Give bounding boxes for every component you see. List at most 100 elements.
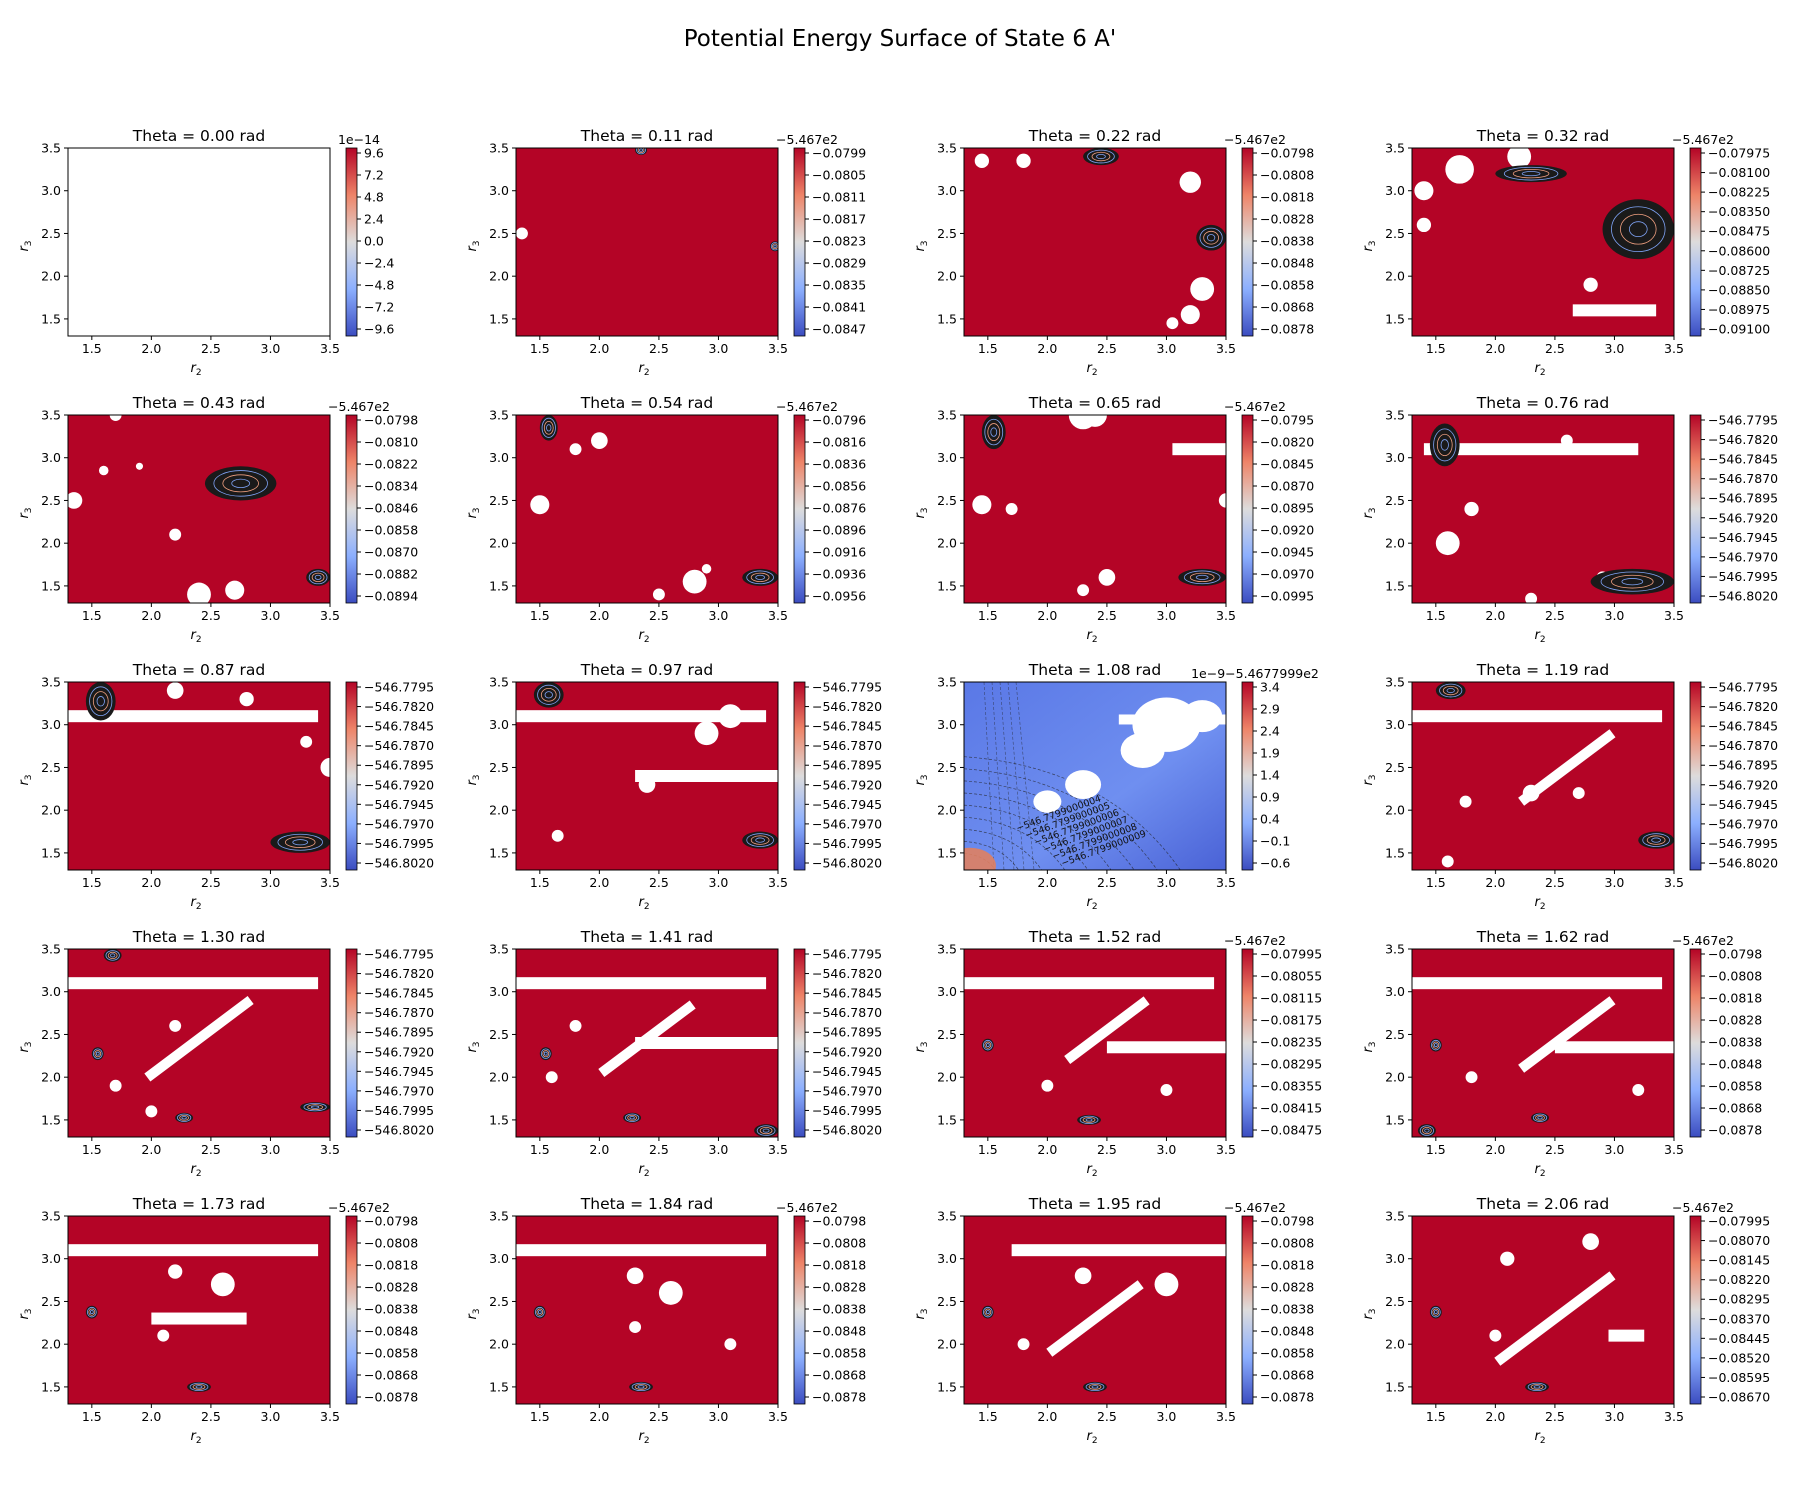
y-tick-label: 3.5 (489, 408, 509, 423)
x-axis-label: r2 (190, 1162, 201, 1179)
y-tick-label: 2.5 (937, 760, 957, 775)
colorbar-tick-label: −0.08295 (1708, 1292, 1770, 1307)
y-tick-label: 1.5 (1385, 845, 1405, 860)
masked-region (1005, 503, 1018, 515)
y-tick-label: 1.5 (489, 845, 509, 860)
contour-ring (750, 572, 770, 583)
y-tick-label: 2.5 (489, 1027, 509, 1042)
colorbar-tick-label: −0.0828 (364, 1280, 418, 1295)
plot-area (516, 148, 778, 336)
x-axis-label: r2 (1534, 895, 1545, 912)
colorbar-tick-label: −0.0820 (1260, 435, 1314, 450)
subplot-9: 1.5 2.0 2.5 3.0 3.5 1.5 2.0 2.5 3.0 3.5 r2 r3 Theta … (465, 661, 882, 912)
contour-cluster (1495, 165, 1567, 183)
contour-ring (755, 574, 766, 580)
x-axis-label: r2 (638, 1162, 649, 1179)
colorbar-tick-label: −0.0808 (812, 1236, 866, 1251)
x-axis-label: r2 (1534, 628, 1545, 645)
y-axis-label: r3 (913, 507, 930, 518)
subplot-title: Theta = 2.06 rad (1476, 1195, 1609, 1213)
colorbar-tick-label: −0.08670 (1708, 1390, 1770, 1405)
plot-area: −546.7799000004−546.7799000005−546.77990… (964, 682, 1226, 870)
y-tick-label: 2.0 (1385, 803, 1405, 818)
contour-ring (89, 1310, 94, 1315)
colorbar-tick-label: −0.08475 (1260, 1123, 1322, 1138)
subplot-title: Theta = 0.76 rad (1476, 394, 1609, 412)
masked-region (1435, 531, 1460, 556)
x-tick-label: 2.5 (1097, 1142, 1117, 1157)
contour-ring (1446, 688, 1455, 694)
contour-line (964, 816, 1066, 870)
y-tick-label: 2.0 (41, 803, 61, 818)
axes-frame (515, 414, 779, 604)
colorbar-tick-label: −0.0845 (1260, 457, 1314, 472)
contour-ring (631, 1382, 651, 1392)
y-tick-label: 1.5 (1385, 578, 1405, 593)
colorbar (1689, 414, 1702, 604)
contour-ring (311, 572, 325, 583)
masked-region (1218, 493, 1226, 508)
contour-ring (110, 953, 116, 958)
y-tick-label: 3.5 (1385, 1209, 1405, 1224)
colorbar-tick-label: −546.7945 (364, 1064, 434, 1079)
colorbar (345, 948, 358, 1138)
x-tick-label: 3.0 (709, 341, 729, 356)
contour-ring (1085, 1118, 1093, 1122)
contour-ring (755, 837, 766, 843)
contour-ring (89, 686, 113, 717)
y-axis-label: r3 (465, 774, 482, 785)
masked-region (98, 465, 109, 476)
colorbar-tick-label: −0.07995 (1708, 1214, 1770, 1229)
contour-cluster (1602, 199, 1674, 260)
plot-area (516, 949, 778, 1137)
contour-ring (92, 691, 109, 712)
contour-ring (773, 244, 777, 248)
colorbar-tick-label: −0.08975 (1708, 302, 1770, 317)
colorbar-tick-label: −546.7870 (812, 1005, 882, 1020)
masked-band (635, 1037, 778, 1049)
masked-region (157, 1329, 170, 1342)
colorbar-tick-label: 2.9 (1260, 702, 1280, 717)
x-tick-label: 2.5 (649, 1142, 669, 1157)
subplot-17: 1.5 2.0 2.5 3.0 3.5 1.5 2.0 2.5 3.0 3.5 r2 r3 Theta … (465, 1195, 866, 1446)
contour-line (1015, 682, 1035, 870)
x-axis-label: r2 (1534, 1162, 1545, 1179)
contour-ring (984, 1308, 992, 1316)
colorbar (793, 948, 806, 1138)
y-tick-label: 2.0 (937, 269, 957, 284)
x-tick-label: 1.5 (82, 608, 102, 623)
colorbar-tick-label: −0.0868 (1260, 300, 1314, 315)
masked-band (1518, 996, 1616, 1073)
plot-area (68, 415, 330, 603)
contour-ring (984, 418, 1004, 446)
y-tick-label: 2.5 (1385, 226, 1405, 241)
x-tick-label: 3.5 (320, 341, 340, 356)
masked-band (1118, 714, 1226, 725)
plot-area (964, 415, 1226, 603)
subplot-1: 1.5 2.0 2.5 3.0 3.5 1.5 2.0 2.5 3.0 3.5 r2 r3 Theta … (465, 127, 866, 378)
colorbar-tick-label: 0.0 (364, 234, 384, 249)
colorbar-tick-label: −0.0808 (1260, 1236, 1314, 1251)
contour-cluster (1178, 568, 1226, 586)
masked-region (1582, 1233, 1599, 1250)
subplot-10: −546.7799000004−546.7799000005−546.77990… (913, 661, 1319, 912)
contour-ring (1085, 1382, 1105, 1392)
subplot-title: Theta = 0.00 rad (132, 127, 265, 145)
masked-region (1583, 277, 1598, 292)
x-tick-label: 3.0 (1605, 341, 1625, 356)
x-axis-label: r2 (1086, 1429, 1097, 1446)
contour-ring (544, 691, 553, 699)
subplot-8: 1.5 2.0 2.5 3.0 3.5 1.5 2.0 2.5 3.0 3.5 r2 r3 Theta … (17, 661, 434, 912)
colorbar-tick-label: −546.7945 (1708, 530, 1778, 545)
masked-region (972, 495, 992, 515)
plot-area (1412, 1216, 1674, 1404)
colorbar-tick-label: −0.08175 (1260, 1013, 1322, 1028)
x-tick-label: 2.5 (649, 608, 669, 623)
y-tick-label: 1.5 (489, 1379, 509, 1394)
subplot-2: 1.5 2.0 2.5 3.0 3.5 1.5 2.0 2.5 3.0 3.5 r2 r3 Theta … (913, 127, 1314, 378)
masked-region (658, 1281, 683, 1305)
contour-ring (181, 1116, 187, 1120)
y-tick-label: 2.5 (41, 1027, 61, 1042)
y-tick-label: 1.5 (489, 578, 509, 593)
y-tick-label: 2.0 (1385, 1070, 1405, 1085)
